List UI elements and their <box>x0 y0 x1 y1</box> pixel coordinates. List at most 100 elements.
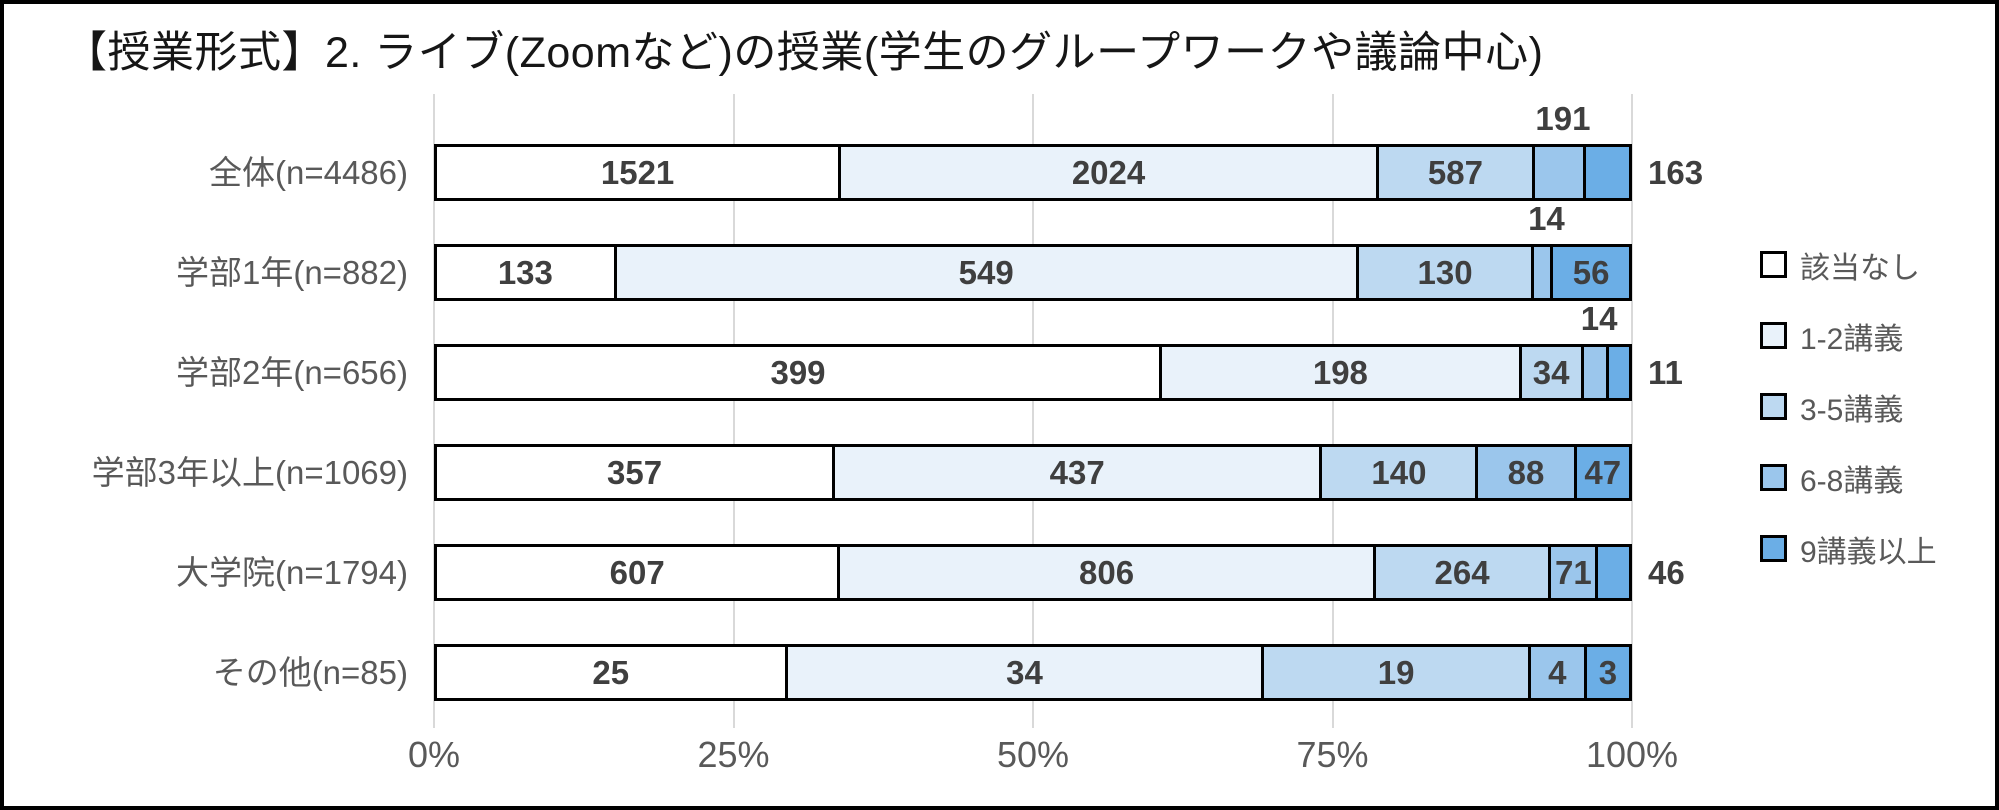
bar-segment-9講義以上: 56 <box>1553 247 1629 298</box>
bar-segment-1-2講義: 549 <box>616 247 1359 298</box>
bar-segment-1-2講義: 437 <box>835 447 1323 498</box>
bar-segment-9講義以上: 3 <box>1586 647 1629 698</box>
bar-segment-9講義以上: 47 <box>1576 447 1629 498</box>
x-axis-tick-label: 100% <box>1585 734 1679 775</box>
category-label: 学部2年(n=656) <box>175 354 408 391</box>
chart-title: 【授業形式】2. ライブ(Zoomなど)の授業(学生のグループワークや議論中心) <box>64 29 1544 77</box>
segment-value-label: 549 <box>958 253 1014 291</box>
bar-segment-6-8講義 <box>1534 147 1586 198</box>
bar-segment-該当なし: 1521 <box>437 147 842 198</box>
bar-segment-1-2講義: 806 <box>840 547 1376 598</box>
bar-segment-1-2講義: 34 <box>787 647 1265 698</box>
segment-value-label: 437 <box>1049 453 1105 491</box>
legend-item-label: 該当なし <box>1800 251 1920 285</box>
outside-value-label: 46 <box>1648 554 1685 591</box>
category-label: 大学院(n=1794) <box>175 554 408 591</box>
segment-value-label: 4 <box>1548 653 1567 691</box>
legend-swatch-icon <box>1760 464 1787 491</box>
gridline-100% <box>1631 94 1633 728</box>
bar-segment-3-5講義: 130 <box>1358 247 1535 298</box>
legend-swatch-icon <box>1760 535 1787 562</box>
legend-item-6-8講義: 6-8講義 <box>1760 464 1937 498</box>
legend-swatch-icon <box>1760 393 1787 420</box>
x-axis-tick-label: 25% <box>697 734 770 775</box>
legend-swatch-icon <box>1760 251 1787 278</box>
x-axis-tick-label: 50% <box>996 734 1070 775</box>
bar-segment-該当なし: 133 <box>437 247 617 298</box>
segment-value-label: 56 <box>1572 253 1610 291</box>
above-value-label: 191 <box>1535 100 1591 137</box>
segment-value-label: 19 <box>1377 653 1415 691</box>
x-axis-tick-label: 75% <box>1296 734 1369 775</box>
bar-segment-該当なし: 399 <box>437 347 1162 398</box>
bar-segment-3-5講義: 140 <box>1322 447 1479 498</box>
segment-value-label: 3 <box>1598 653 1618 691</box>
bar-segment-該当なし: 357 <box>437 447 836 498</box>
segment-value-label: 133 <box>497 253 553 291</box>
legend-item-label: 9講義以上 <box>1800 535 1937 569</box>
bar-segment-9講義以上 <box>1598 547 1629 598</box>
above-value-label: 14 <box>1580 300 1618 337</box>
segment-value-label: 47 <box>1584 453 1622 491</box>
legend-item-3-5講義: 3-5講義 <box>1760 393 1937 427</box>
segment-value-label: 587 <box>1427 153 1483 191</box>
bar-segment-該当なし: 25 <box>437 647 788 698</box>
segment-value-label: 357 <box>607 453 663 491</box>
legend: 該当なし 1-2講義 3-5講義 6-8講義 9講義以上 <box>1760 251 1937 606</box>
legend-swatch-icon <box>1760 322 1787 349</box>
bar-segment-3-5講義: 587 <box>1378 147 1535 198</box>
segment-value-label: 88 <box>1507 453 1545 491</box>
bar-segment-該当なし: 607 <box>437 547 841 598</box>
legend-item-9講義以上: 9講義以上 <box>1760 535 1937 569</box>
legend-item-label: 3-5講義 <box>1800 393 1904 427</box>
segment-value-label: 140 <box>1371 453 1427 491</box>
gridline-25% <box>732 94 735 728</box>
bar-segment-1-2講義: 198 <box>1162 347 1522 398</box>
bar-segment-3-5講義: 264 <box>1375 547 1552 598</box>
bar-segment-9講義以上 <box>1585 147 1629 198</box>
category-label: その他(n=85) <box>212 654 408 691</box>
above-value-label: 14 <box>1528 200 1565 237</box>
bar-segment-6-8講義: 71 <box>1551 547 1599 598</box>
bar-segment-6-8講義 <box>1534 247 1554 298</box>
segment-value-label: 25 <box>592 653 630 691</box>
bar-row: 399 198 34 <box>434 344 1632 401</box>
bar-row: 1521 2024 587 <box>434 144 1632 201</box>
outside-value-label: 163 <box>1648 154 1704 191</box>
legend-item-該当なし: 該当なし <box>1760 251 1937 285</box>
bar-row: 357 437 140 88 47 <box>434 444 1632 501</box>
segment-value-label: 399 <box>770 353 826 391</box>
legend-item-label: 6-8講義 <box>1800 464 1904 498</box>
segment-value-label: 607 <box>609 553 665 591</box>
bar-row: 25 34 19 4 3 <box>434 644 1632 701</box>
bar-row: 133 549 130 56 <box>434 244 1632 301</box>
bar-row: 607 806 264 71 <box>434 544 1632 601</box>
gridline-50% <box>1032 94 1034 728</box>
segment-value-label: 34 <box>1532 353 1570 391</box>
segment-value-label: 2024 <box>1071 153 1146 191</box>
outside-value-label: 11 <box>1648 354 1683 391</box>
segment-value-label: 806 <box>1079 553 1135 591</box>
category-label: 全体(n=4486) <box>208 154 408 191</box>
bar-segment-9講義以上 <box>1608 347 1629 398</box>
bar-segment-1-2講義: 2024 <box>841 147 1379 198</box>
bar-segment-6-8講義 <box>1583 347 1609 398</box>
segment-value-label: 198 <box>1312 353 1368 391</box>
bar-segment-3-5講義: 19 <box>1264 647 1531 698</box>
gridline-0% <box>433 94 435 728</box>
segment-value-label: 71 <box>1554 553 1592 591</box>
bar-segment-3-5講義: 34 <box>1521 347 1584 398</box>
gridline-75% <box>1331 94 1334 728</box>
legend-item-1-2講義: 1-2講義 <box>1760 322 1937 356</box>
segment-value-label: 34 <box>1006 653 1043 691</box>
category-label: 学部1年(n=882) <box>175 254 408 291</box>
segment-value-label: 264 <box>1434 553 1490 591</box>
segment-value-label: 130 <box>1417 253 1473 291</box>
bar-segment-6-8講義: 88 <box>1478 447 1577 498</box>
x-axis-tick-label: 0% <box>407 734 461 775</box>
bar-segment-6-8講義: 4 <box>1530 647 1587 698</box>
legend-item-label: 1-2講義 <box>1800 322 1904 356</box>
category-label: 学部3年以上(n=1069) <box>91 454 408 491</box>
segment-value-label: 1521 <box>600 153 675 191</box>
